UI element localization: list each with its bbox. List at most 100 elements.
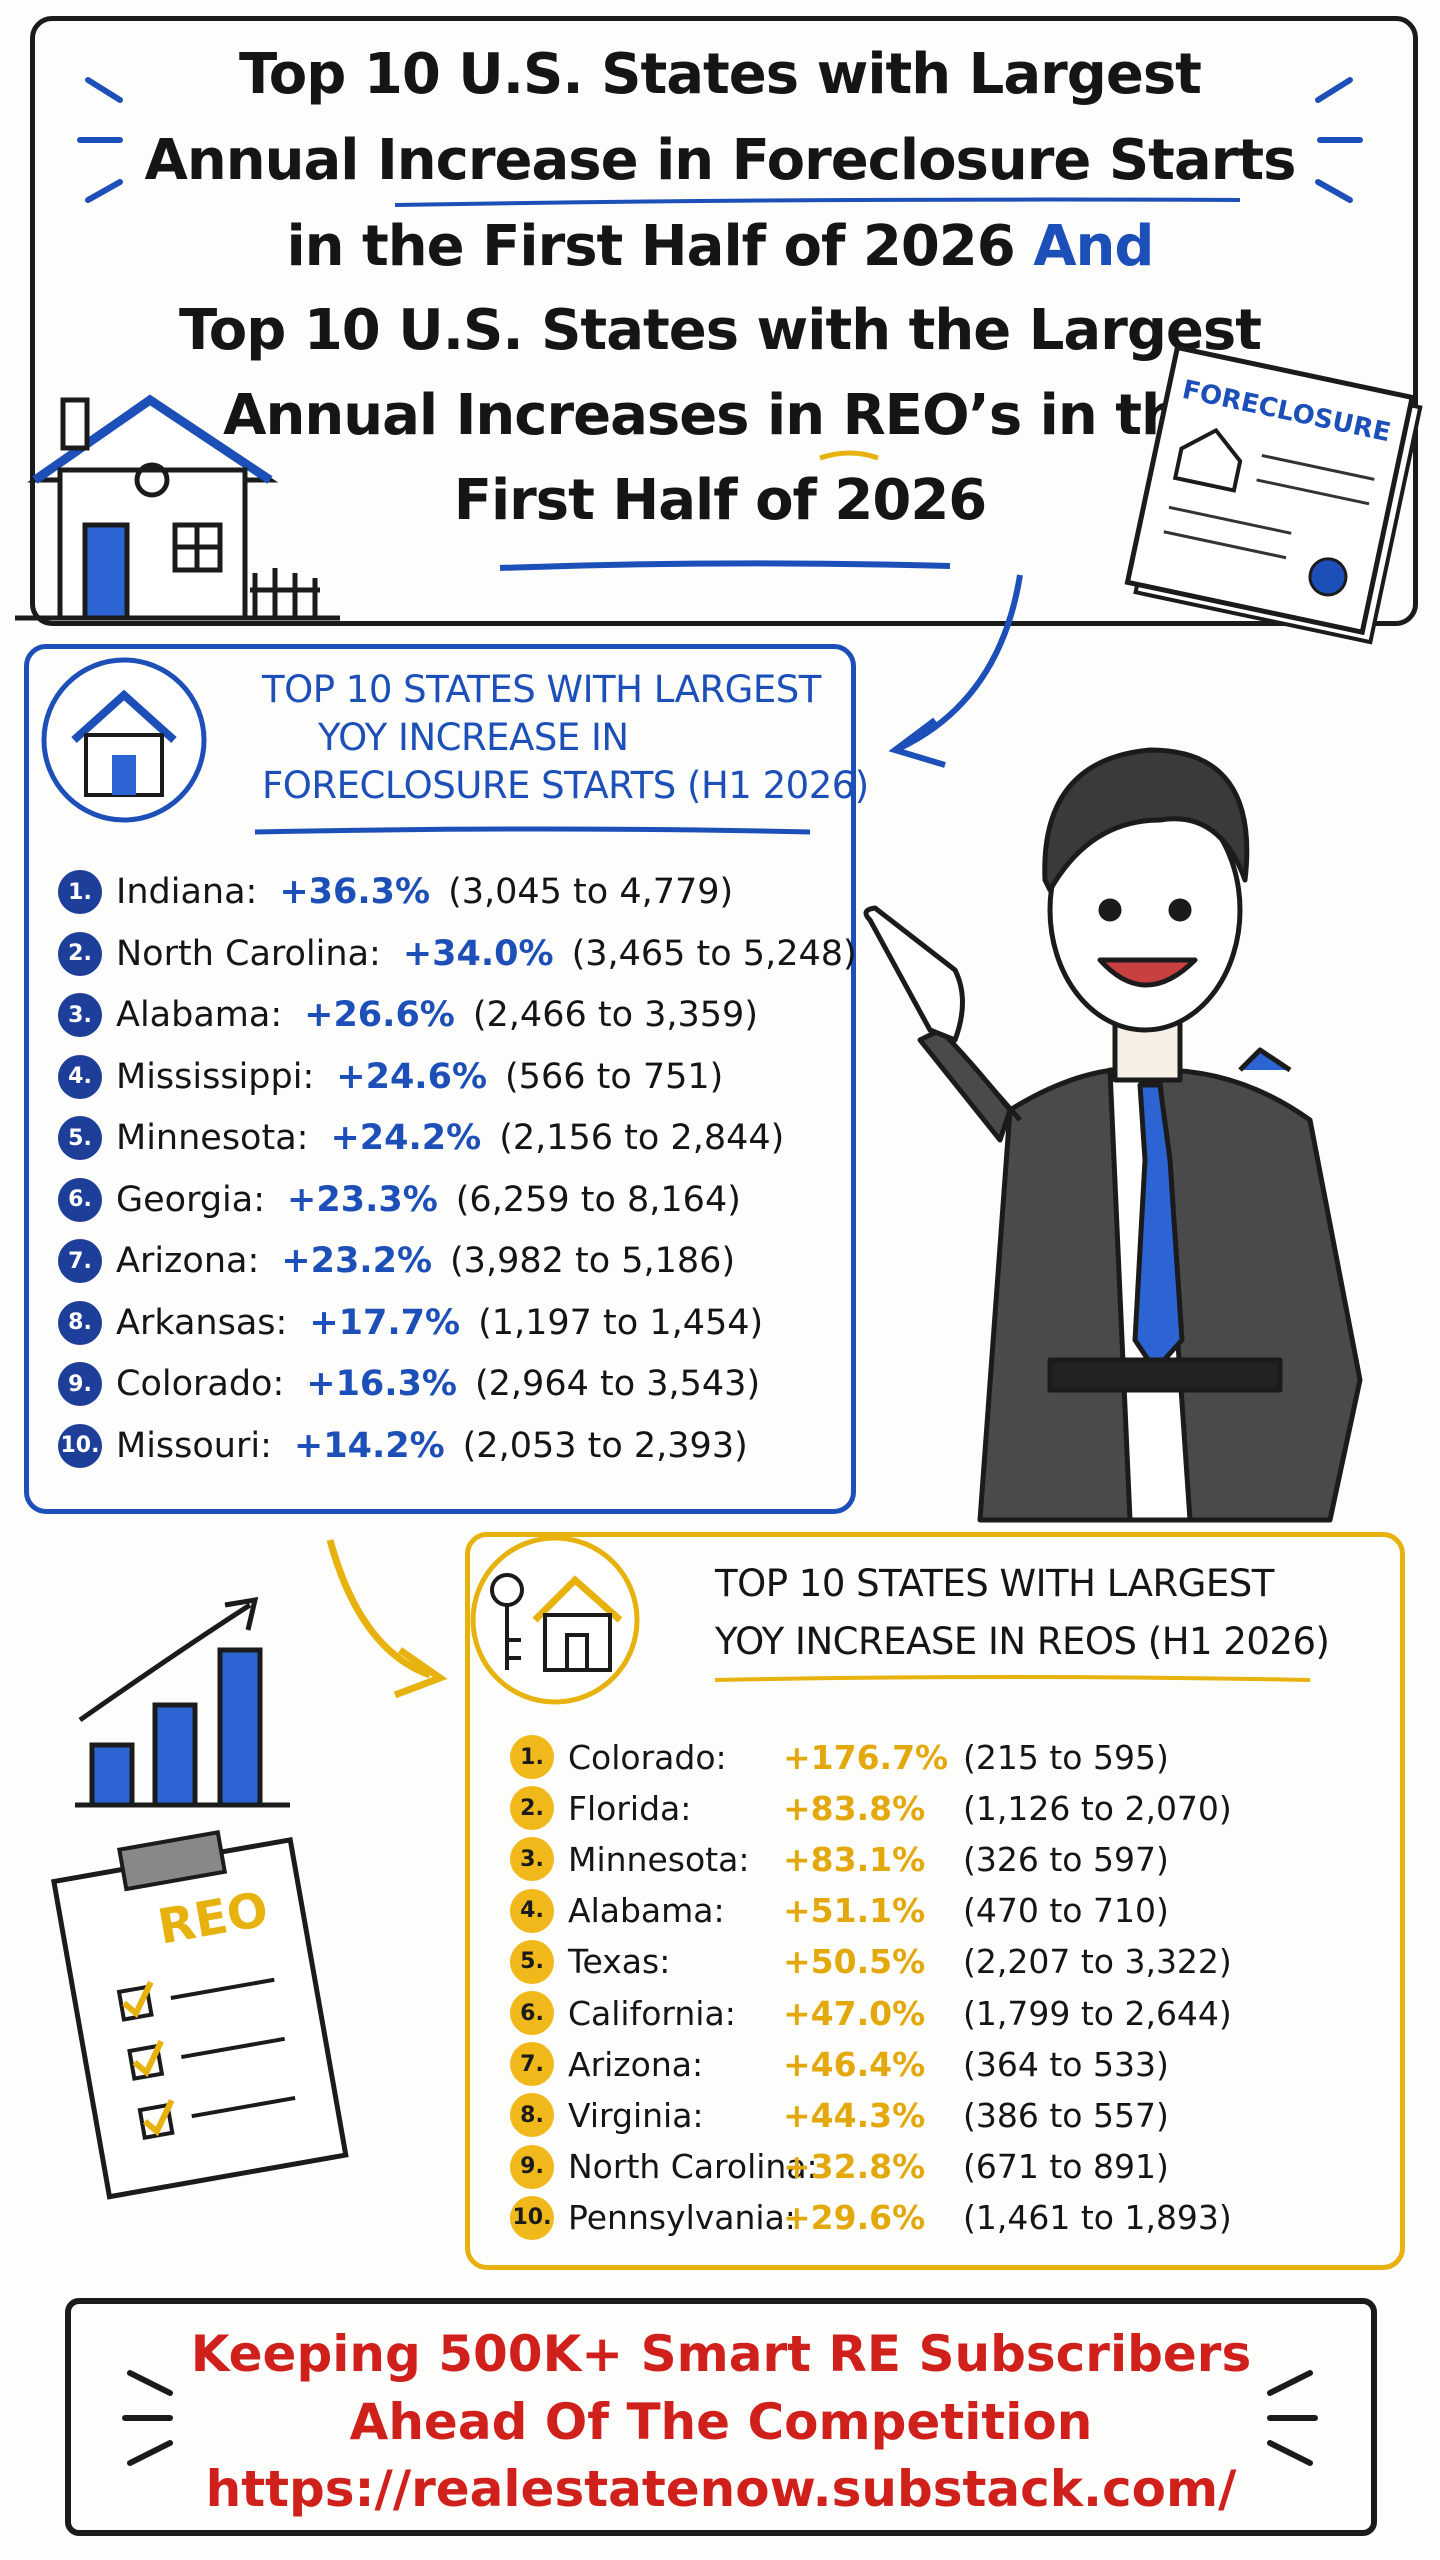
title-connector: And	[1033, 214, 1154, 279]
rank-badge: 10.	[58, 1423, 102, 1468]
footer-line: Ahead Of The Competition	[349, 2393, 1093, 2451]
rank-badge: 9.	[510, 2144, 554, 2189]
state-name: Virginia:	[568, 2095, 704, 2135]
percent-change: +50.5%	[783, 1942, 926, 1982]
count-range: (470 to 710)	[963, 1891, 1169, 1931]
percent-change: +14.2%	[293, 1425, 445, 1466]
count-range: (215 to 595)	[963, 1737, 1169, 1777]
house-badge	[41, 657, 207, 823]
panel-heading: TOP 10 STATES WITH LARGEST	[262, 668, 821, 711]
state-name: Georgia:	[116, 1179, 266, 1220]
list-row: 2. North Carolina: +34.0% (3,465 to 5,248)	[58, 931, 857, 976]
rank-badge: 8.	[510, 2093, 554, 2138]
list-row: 4. Mississippi: +24.6% (566 to 751)	[58, 1054, 723, 1099]
title-line: in the First Half of 2026 And	[0, 214, 1440, 279]
state-name: Arizona:	[116, 1241, 260, 1281]
reo-decor: REO	[50, 1539, 448, 2200]
rank-badge: 7.	[510, 2042, 554, 2087]
list-row: 6. Georgia: +23.3% (6,259 to 8,164)	[58, 1177, 741, 1222]
count-range: (1,126 to 2,070)	[963, 1788, 1232, 1828]
list-row: 3. Minnesota: +83.1% (326 to 597)	[510, 1837, 1169, 1882]
count-range: (3,982 to 5,186)	[450, 1241, 736, 1281]
businessman	[863, 747, 1363, 1523]
panel-heading: FORECLOSURE STARTS (H1 2026)	[262, 764, 869, 807]
count-range: (2,466 to 3,359)	[472, 995, 758, 1035]
panel-heading: YOY INCREASE IN	[318, 716, 629, 759]
state-name: Colorado:	[116, 1364, 285, 1404]
title-frame	[30, 16, 1418, 626]
panel-heading: YOY INCREASE IN REOS (H1 2026)	[715, 1620, 1330, 1663]
percent-change: +24.6%	[336, 1056, 488, 1097]
list-row: 5. Texas: +50.5% (2,207 to 3,322)	[510, 1939, 1232, 1984]
percent-change: +32.8%	[783, 2147, 926, 2187]
list-row: 6. California: +47.0% (1,799 to 2,644)	[510, 1991, 1232, 2035]
title-line: in the First Half of 2026	[286, 214, 1015, 279]
footer-line: Keeping 500K+ Smart RE Subscribers	[190, 2325, 1252, 2383]
count-range: (671 to 891)	[963, 2147, 1169, 2187]
state-name: Alabama:	[116, 995, 283, 1035]
footer-line: https://realestatenow.substack.com/	[205, 2460, 1237, 2518]
count-range: (2,053 to 2,393)	[462, 1425, 748, 1466]
list-row: 9. North Carolina: +32.8% (671 to 891)	[510, 2144, 1169, 2189]
percent-change: +26.6%	[304, 995, 455, 1035]
list-row: 2. Florida: +83.8% (1,126 to 2,070)	[510, 1786, 1232, 1831]
count-range: (2,207 to 3,322)	[963, 1942, 1232, 1982]
title-line: Top 10 U.S. States with Largest	[239, 42, 1202, 107]
state-name: Indiana:	[116, 872, 258, 912]
percent-change: +47.0%	[783, 1993, 926, 2033]
percent-change: +46.4%	[783, 2044, 926, 2084]
heading-underline	[254, 826, 811, 835]
footer-frame	[65, 2298, 1377, 2536]
percent-change: +16.3%	[306, 1364, 457, 1404]
count-range: (1,799 to 2,644)	[963, 1993, 1232, 2033]
state-name: Mississippi:	[116, 1056, 315, 1097]
percent-change: +176.7%	[783, 1737, 949, 1777]
rank-badge: 7.	[58, 1239, 102, 1283]
count-range: (326 to 597)	[963, 1839, 1169, 1879]
count-range: (1,461 to 1,893)	[963, 2198, 1232, 2238]
list-row: 8. Virginia: +44.3% (386 to 557)	[510, 2093, 1169, 2138]
rank-badge: 8.	[58, 1300, 102, 1345]
percent-change: +36.3%	[279, 872, 431, 912]
percent-change: +23.3%	[287, 1179, 438, 1220]
list-row: 8. Arkansas: +17.7% (1,197 to 1,454)	[58, 1300, 764, 1345]
count-range: (2,964 to 3,543)	[475, 1364, 761, 1404]
list-row: 7. Arizona: +46.4% (364 to 533)	[510, 2042, 1169, 2087]
title-line: First Half of 2026	[453, 468, 988, 533]
rank-badge: 2.	[510, 1786, 554, 1831]
percent-change: +44.3%	[783, 2095, 926, 2135]
foreclosure-panel	[24, 644, 856, 1514]
rank-badge: 4.	[58, 1054, 102, 1099]
reo-panel	[465, 1532, 1405, 2270]
percent-change: +17.7%	[309, 1302, 461, 1343]
count-range: (6,259 to 8,164)	[455, 1179, 741, 1220]
title-decor: FORECLOSURE	[15, 77, 1423, 768]
percent-change: +23.2%	[281, 1241, 433, 1281]
percent-change: +29.6%	[783, 2198, 926, 2238]
rank-badge: 3.	[58, 993, 102, 1037]
list-row: 9. Colorado: +16.3% (2,964 to 3,543)	[58, 1362, 760, 1406]
rank-badge: 6.	[58, 1177, 102, 1222]
rank-badge: 4.	[510, 1888, 554, 1933]
state-name: Arkansas:	[116, 1302, 288, 1343]
title-line: Top 10 U.S. States with the Largest	[179, 298, 1262, 363]
state-name: North Carolina:	[116, 933, 381, 974]
state-name: North Carolina:	[568, 2147, 818, 2187]
rank-badge: 3.	[510, 1837, 554, 1882]
title-line: Annual Increases in REO’s in the	[223, 383, 1218, 448]
state-name: Arizona:	[568, 2044, 704, 2084]
list-row: 10. Pennsylvania: +29.6% (1,461 to 1,893)	[510, 2195, 1232, 2240]
list-row: 5. Minnesota: +24.2% (2,156 to 2,844)	[58, 1116, 784, 1160]
state-name: Florida:	[568, 1788, 692, 1828]
list-row: 1. Colorado: +176.7% (215 to 595)	[510, 1735, 1169, 1779]
panel-heading: TOP 10 STATES WITH LARGEST	[715, 1562, 1274, 1605]
count-range: (3,045 to 4,779)	[448, 872, 734, 912]
state-name: Pennsylvania:	[568, 2198, 796, 2238]
state-name: Colorado:	[568, 1737, 727, 1777]
count-range: (386 to 557)	[963, 2095, 1169, 2135]
rank-badge: 9.	[58, 1362, 102, 1406]
count-range: (2,156 to 2,844)	[499, 1118, 785, 1158]
count-range: (1,197 to 1,454)	[478, 1302, 764, 1343]
state-name: Minnesota:	[568, 1839, 750, 1879]
